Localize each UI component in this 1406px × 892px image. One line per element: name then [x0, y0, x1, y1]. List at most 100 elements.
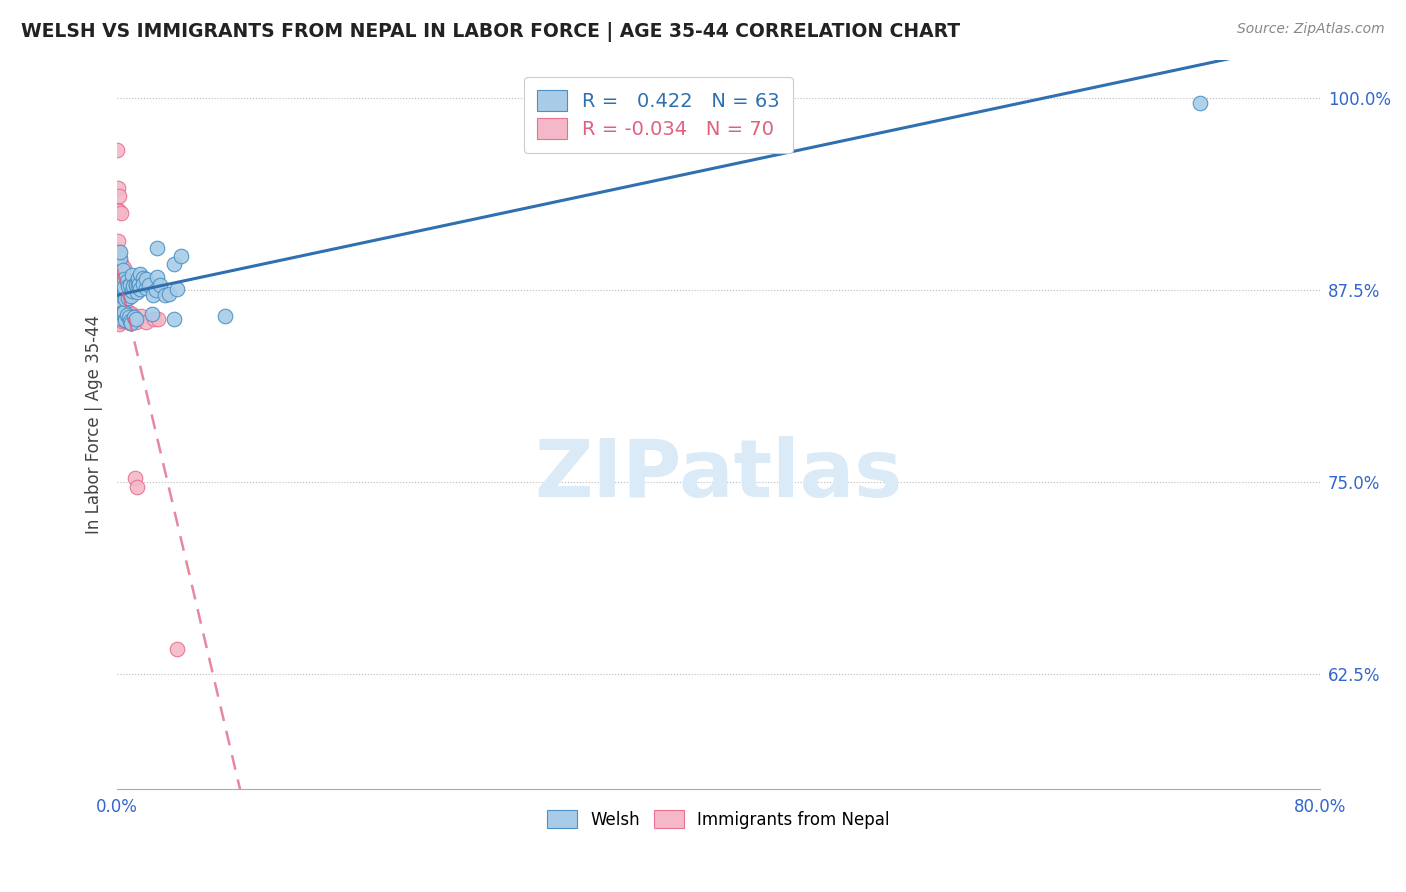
- Point: [107, 181, 129, 195]
- Point: [121, 268, 143, 282]
- Point: [153, 287, 176, 301]
- Point: [115, 310, 138, 325]
- Point: [112, 271, 135, 285]
- Point: [146, 270, 169, 285]
- Point: [107, 298, 129, 312]
- Point: [105, 255, 128, 269]
- Point: [163, 311, 186, 326]
- Point: [166, 282, 188, 296]
- Point: [110, 309, 132, 323]
- Point: [117, 275, 139, 289]
- Point: [166, 641, 188, 656]
- Point: [121, 313, 143, 327]
- Point: [146, 241, 169, 255]
- Point: [118, 313, 141, 327]
- Point: [112, 310, 135, 325]
- Point: [120, 277, 142, 292]
- Point: [114, 310, 136, 325]
- Point: [120, 316, 142, 330]
- Point: [127, 270, 149, 285]
- Point: [114, 313, 136, 327]
- Point: [114, 280, 136, 294]
- Point: [170, 249, 193, 263]
- Point: [108, 266, 131, 280]
- Point: [125, 311, 148, 326]
- Point: [108, 288, 131, 302]
- Point: [162, 257, 184, 271]
- Point: [110, 311, 132, 326]
- Point: [112, 285, 135, 299]
- Point: [125, 278, 148, 293]
- Point: [112, 311, 135, 326]
- Point: [112, 308, 135, 322]
- Point: [114, 292, 136, 306]
- Point: [124, 309, 146, 323]
- Point: [114, 314, 136, 328]
- Point: [110, 206, 132, 220]
- Point: [108, 280, 131, 294]
- Point: [129, 281, 152, 295]
- Point: [145, 283, 167, 297]
- Point: [118, 314, 141, 328]
- Point: [117, 308, 139, 322]
- Point: [141, 307, 163, 321]
- Point: [107, 306, 129, 320]
- Point: [112, 305, 135, 319]
- Point: [107, 308, 129, 322]
- Point: [124, 311, 146, 326]
- Point: [108, 317, 131, 331]
- Y-axis label: In Labor Force | Age 35-44: In Labor Force | Age 35-44: [86, 315, 103, 534]
- Point: [110, 306, 132, 320]
- Point: [120, 289, 142, 303]
- Point: [127, 278, 149, 293]
- Point: [142, 311, 165, 326]
- Point: [118, 310, 141, 325]
- Point: [120, 308, 142, 322]
- Point: [111, 305, 134, 319]
- Point: [107, 189, 129, 203]
- Point: [105, 143, 128, 157]
- Point: [108, 251, 131, 265]
- Point: [112, 287, 135, 301]
- Point: [132, 277, 155, 291]
- Point: [107, 278, 129, 293]
- Point: [128, 277, 150, 292]
- Point: [110, 252, 132, 266]
- Point: [117, 305, 139, 319]
- Point: [118, 316, 141, 330]
- Point: [117, 305, 139, 319]
- Point: [105, 202, 128, 217]
- Point: [107, 310, 129, 325]
- Point: [120, 316, 142, 330]
- Point: [112, 284, 135, 298]
- Point: [122, 278, 145, 293]
- Point: [105, 244, 128, 258]
- Point: [135, 281, 157, 295]
- Point: [111, 306, 134, 320]
- Point: [117, 285, 139, 300]
- Point: [142, 287, 165, 301]
- Point: [110, 257, 132, 271]
- Point: [135, 315, 157, 329]
- Point: [114, 306, 136, 320]
- Point: [108, 245, 131, 260]
- Point: [124, 277, 146, 292]
- Point: [129, 310, 152, 324]
- Point: [117, 291, 139, 305]
- Point: [117, 315, 139, 329]
- Point: [114, 313, 136, 327]
- Point: [122, 279, 145, 293]
- Point: [112, 306, 135, 320]
- Point: [108, 313, 131, 327]
- Point: [107, 244, 129, 259]
- Point: [108, 305, 131, 319]
- Text: Source: ZipAtlas.com: Source: ZipAtlas.com: [1237, 22, 1385, 37]
- Point: [125, 285, 148, 299]
- Point: [112, 261, 135, 276]
- Point: [111, 311, 134, 326]
- Point: [121, 307, 143, 321]
- Point: [117, 305, 139, 319]
- Point: [117, 306, 139, 320]
- Point: [110, 256, 132, 270]
- Point: [138, 278, 160, 293]
